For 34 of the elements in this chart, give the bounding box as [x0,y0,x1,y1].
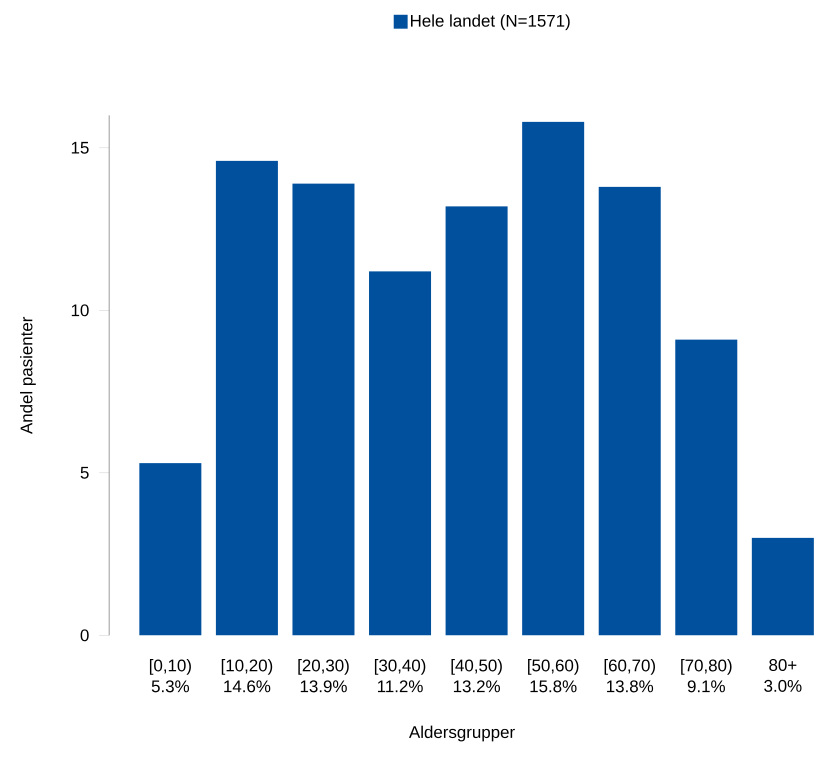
data-label: 13.2% [454,680,500,693]
x-tick-label: [0,10) [150,659,191,676]
x-tick-label: 80+ [769,659,796,672]
legend-label: Hele landet (N=1571) [410,14,570,30]
y-tick-label: 5 [80,467,89,479]
data-label: 13.9% [300,680,347,693]
bar [522,122,584,636]
bar [216,161,278,636]
data-label: 14.6% [224,680,270,693]
bar [139,463,202,636]
x-tick-label: [20,30) [298,659,349,676]
x-tick-label: [70,80) [681,659,732,676]
x-tick-label: [50,60) [528,659,578,676]
data-label: 9.1% [688,680,725,693]
x-tick-label: [30,40) [374,659,426,676]
y-tick-label: 0 [80,630,89,642]
bar [598,187,661,636]
data-label: 13.8% [607,680,654,693]
x-axis-title: Aldersgrupper [409,726,515,742]
bar [446,206,508,636]
bar [752,538,814,636]
bar [369,272,432,636]
data-label: 5.3% [152,680,190,693]
data-label: 11.2% [378,680,423,692]
y-axis-title: Andel pasienter [20,317,36,434]
data-label: 3.0% [764,680,802,692]
bar [292,184,354,636]
x-tick-label: [60,70) [604,659,655,676]
x-tick-label: [10,20) [222,659,272,676]
y-tick-label: 10 [72,304,89,317]
x-tick-label: [40,50) [451,659,502,676]
y-tick-label: 15 [72,142,89,154]
data-label: 15.8% [530,680,577,693]
bar [675,340,738,636]
